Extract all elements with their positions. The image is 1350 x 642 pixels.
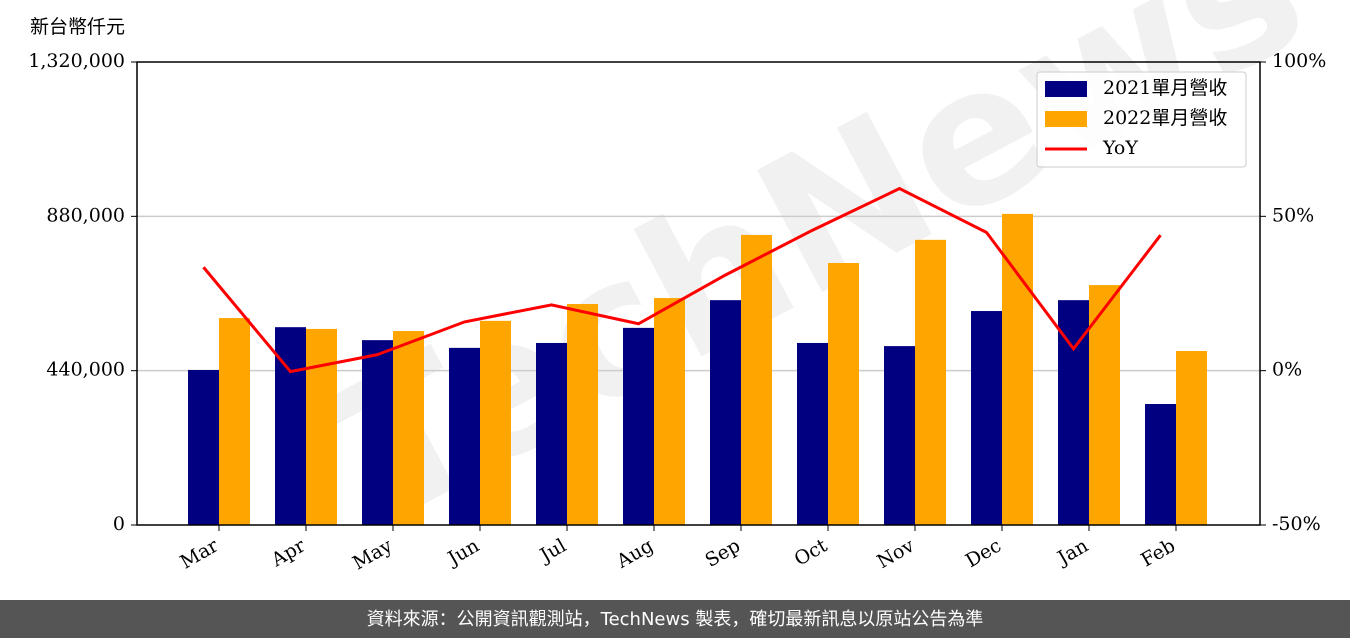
y-tick-label: 440,000 bbox=[46, 359, 125, 381]
source-note: 資料來源：公開資訊觀測站，TechNews 製表，確切最新訊息以原站公告為準 bbox=[367, 609, 984, 630]
legend-label: 2021單月營收 bbox=[1103, 77, 1227, 99]
bar bbox=[393, 331, 424, 525]
legend-label: 2022單月營收 bbox=[1103, 107, 1227, 129]
bar bbox=[654, 298, 685, 525]
bar bbox=[219, 318, 250, 525]
x-tick-label: Apr bbox=[267, 534, 310, 571]
legend-swatch bbox=[1045, 81, 1087, 97]
footer-bar bbox=[0, 600, 1350, 638]
y2-tick-label: 0% bbox=[1272, 359, 1302, 381]
bar bbox=[362, 340, 393, 525]
x-tick-label: Nov bbox=[873, 534, 918, 573]
bar bbox=[567, 304, 598, 525]
x-tick-label: Mar bbox=[176, 534, 222, 573]
y2-tick-label: -50% bbox=[1272, 513, 1321, 535]
bar bbox=[797, 342, 828, 525]
bar bbox=[306, 328, 337, 525]
x-tick-label: Jul bbox=[535, 535, 570, 568]
bar bbox=[188, 369, 219, 525]
legend-box bbox=[1036, 71, 1247, 168]
x-tick-label: Dec bbox=[962, 535, 1005, 573]
bar bbox=[1145, 403, 1176, 525]
legend-swatch bbox=[1045, 111, 1087, 127]
y2-tick-label: 100% bbox=[1272, 50, 1326, 72]
bar bbox=[710, 300, 741, 525]
x-tick-label: Jan bbox=[1052, 535, 1092, 571]
y2-tick-label: 50% bbox=[1272, 204, 1314, 226]
y-tick-label: 0 bbox=[113, 513, 125, 535]
x-tick-label: Sep bbox=[701, 535, 744, 572]
bar bbox=[1176, 351, 1207, 525]
yoy-line bbox=[202, 186, 1162, 374]
y-axis-label: 新台幣仟元 bbox=[30, 16, 125, 38]
plot-frame bbox=[136, 61, 1261, 526]
bar bbox=[741, 234, 772, 526]
y-tick-label: 880,000 bbox=[46, 204, 125, 226]
bar bbox=[915, 239, 946, 525]
bar bbox=[971, 311, 1002, 525]
bar bbox=[623, 327, 654, 525]
x-tick-label: Feb bbox=[1137, 535, 1179, 572]
x-tick-label: Oct bbox=[791, 534, 832, 570]
bar bbox=[1002, 213, 1033, 525]
bar bbox=[536, 342, 567, 525]
bar bbox=[828, 262, 859, 525]
legend-label: YoY bbox=[1102, 137, 1138, 159]
x-tick-label: Aug bbox=[612, 535, 657, 574]
bar bbox=[884, 346, 915, 525]
y-tick-label: 1,320,000 bbox=[28, 50, 125, 72]
bar bbox=[480, 320, 511, 525]
bar bbox=[449, 347, 480, 525]
bar bbox=[1089, 285, 1120, 525]
